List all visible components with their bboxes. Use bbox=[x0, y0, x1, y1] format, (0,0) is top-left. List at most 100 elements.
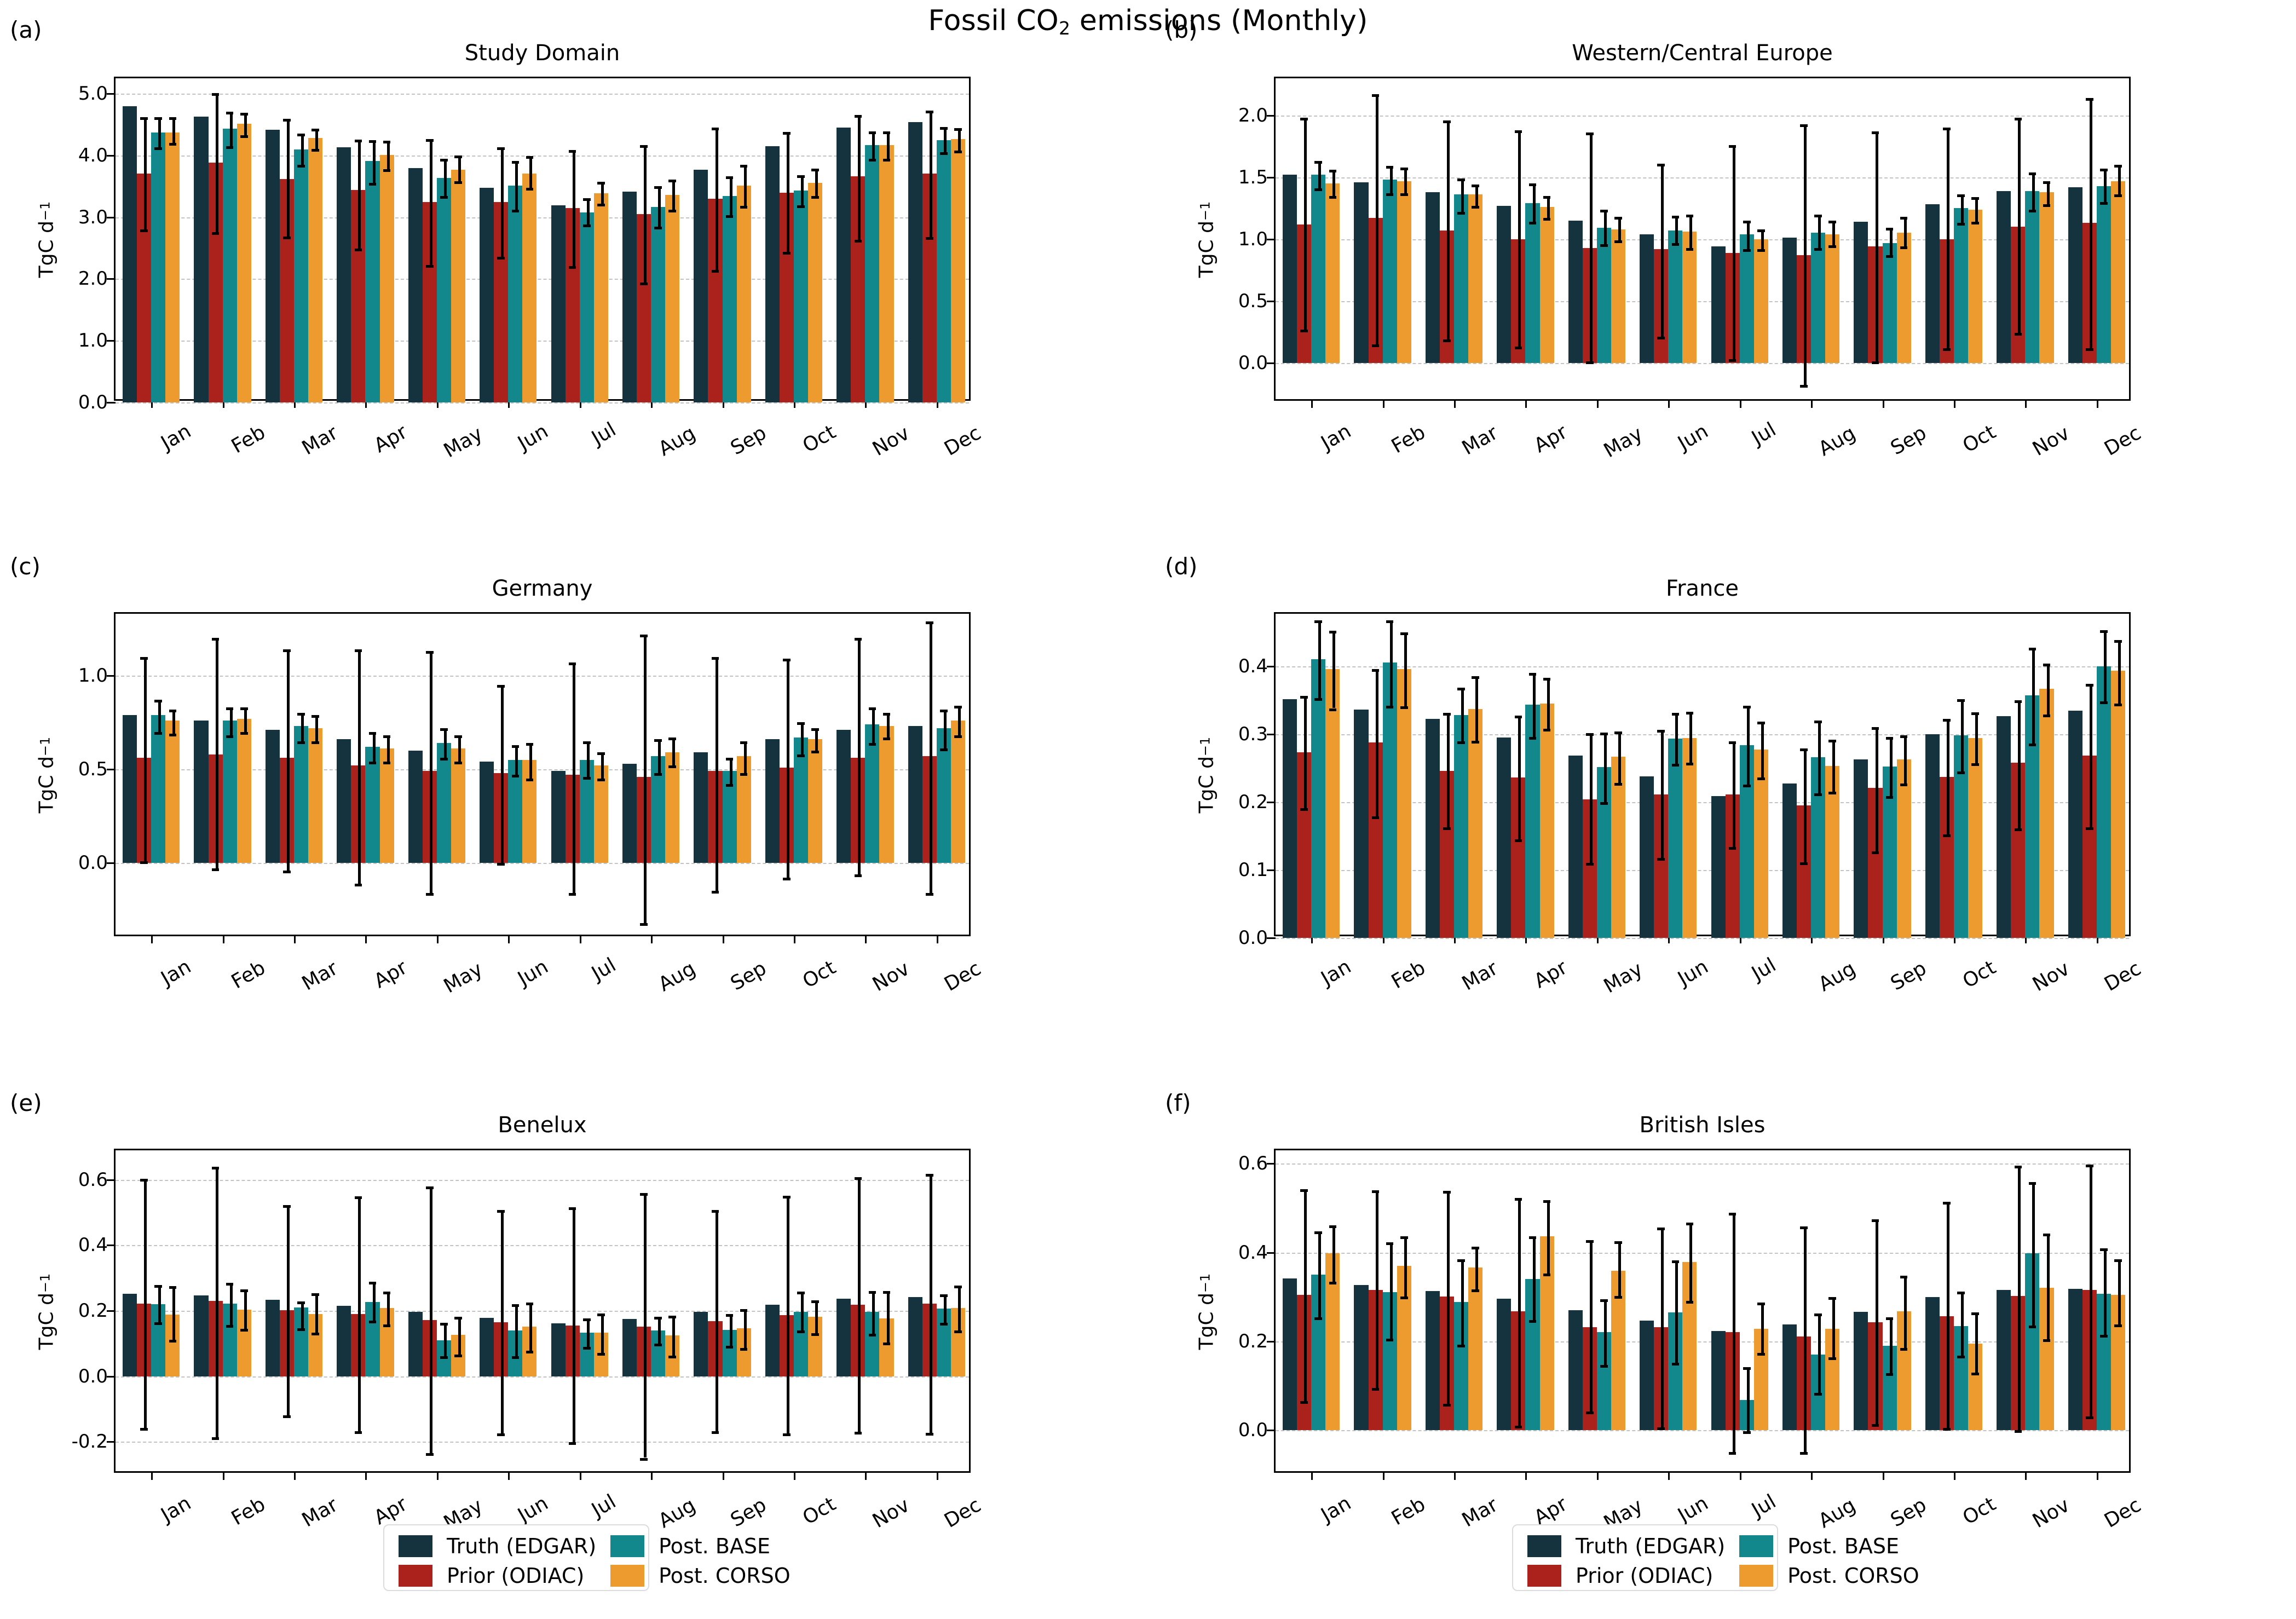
error-cap-top bbox=[725, 176, 734, 180]
bar-corso bbox=[1397, 669, 1411, 938]
error-cap-bottom bbox=[226, 735, 234, 739]
bar-prior bbox=[851, 176, 866, 402]
error-cap-bottom bbox=[426, 1453, 434, 1456]
error-cap-bottom bbox=[882, 1343, 891, 1345]
error-cap-top bbox=[1814, 1313, 1822, 1316]
error-cap-bottom bbox=[740, 206, 748, 209]
legend-label: Truth (EDGAR) bbox=[1576, 1534, 1726, 1558]
x-axis-tick bbox=[151, 935, 153, 943]
error-cap-bottom bbox=[1871, 851, 1879, 855]
error-cap-top bbox=[582, 198, 591, 201]
y-axis-title-text: TgC d bbox=[35, 221, 58, 278]
y-axis-title-text: TgC d bbox=[1195, 1293, 1218, 1350]
error-cap-bottom bbox=[1828, 792, 1837, 795]
bar-truth bbox=[265, 730, 280, 863]
error-cap-top bbox=[454, 155, 462, 158]
error-cap-top bbox=[711, 128, 719, 131]
error-bar-corso bbox=[1547, 1200, 1550, 1274]
error-cap-bottom bbox=[240, 731, 248, 735]
error-bar-prior bbox=[144, 1179, 147, 1428]
legend-right: Truth (EDGAR) Post. BASE Prior (ODIAC) Post… bbox=[1512, 1524, 1919, 1591]
x-axis-tick bbox=[508, 399, 510, 408]
x-axis-tick-label: Dec bbox=[2100, 957, 2145, 996]
y-axis-title: TgC d−1 bbox=[1196, 704, 1218, 846]
bar-corso bbox=[522, 173, 537, 402]
bar-prior bbox=[1654, 1327, 1669, 1430]
y-axis-tick-label: 0.2 bbox=[1238, 791, 1268, 813]
error-cap-bottom bbox=[1528, 1320, 1537, 1323]
error-cap-bottom bbox=[1885, 796, 1894, 799]
error-cap-top bbox=[1800, 124, 1808, 127]
error-cap-bottom bbox=[854, 1432, 862, 1435]
bar-base bbox=[365, 746, 380, 863]
x-axis-tick-label: Sep bbox=[1887, 1493, 1930, 1532]
error-bar-base bbox=[1461, 688, 1464, 742]
error-bar-prior bbox=[1304, 118, 1307, 330]
error-bar-corso bbox=[2046, 181, 2050, 205]
error-cap-bottom bbox=[1814, 793, 1822, 796]
error-bar-corso bbox=[529, 743, 533, 779]
x-axis-tick-label: Dec bbox=[940, 422, 985, 460]
error-bar-prior bbox=[929, 1174, 932, 1433]
error-cap-bottom bbox=[2014, 333, 2022, 336]
error-cap-top bbox=[1957, 1291, 1965, 1294]
x-axis-tick bbox=[222, 399, 224, 408]
x-axis-tick bbox=[1882, 399, 1884, 408]
error-cap-top bbox=[1885, 736, 1894, 740]
error-cap-bottom bbox=[854, 240, 862, 243]
bar-base bbox=[1668, 1312, 1683, 1430]
error-cap-bottom bbox=[1586, 863, 1594, 866]
y-axis-title-text: TgC d bbox=[35, 1293, 58, 1350]
error-cap-top bbox=[1657, 163, 1665, 166]
error-bar-prior bbox=[1518, 130, 1521, 347]
x-axis-tick bbox=[722, 935, 724, 943]
bar-corso bbox=[1682, 738, 1697, 938]
error-cap-top bbox=[1728, 145, 1737, 148]
legend-label: Post. CORSO bbox=[659, 1564, 791, 1588]
bar-base bbox=[1739, 745, 1754, 938]
y-axis-tick bbox=[1267, 1429, 1276, 1431]
error-cap-bottom bbox=[1871, 361, 1879, 365]
bar-corso bbox=[593, 765, 608, 863]
error-cap-bottom bbox=[783, 878, 791, 881]
error-cap-bottom bbox=[568, 1442, 576, 1445]
y-axis-tick bbox=[107, 340, 116, 342]
error-cap-bottom bbox=[2043, 1339, 2051, 1342]
x-axis-tick-label: Nov bbox=[869, 1494, 914, 1533]
error-bar-base bbox=[158, 117, 161, 148]
error-bar-prior bbox=[644, 634, 647, 923]
error-cap-top bbox=[925, 1174, 933, 1177]
error-cap-top bbox=[925, 621, 933, 624]
error-cap-top bbox=[497, 147, 505, 151]
panel-title-d: France bbox=[1665, 576, 1739, 601]
bar-truth bbox=[1425, 192, 1440, 363]
error-cap-top bbox=[297, 713, 305, 716]
error-cap-bottom bbox=[1543, 218, 1551, 221]
bar-base bbox=[1311, 175, 1326, 363]
gridline bbox=[116, 155, 969, 157]
error-cap-top bbox=[1314, 620, 1323, 624]
bar-base bbox=[1525, 705, 1540, 938]
error-cap-bottom bbox=[1743, 1431, 1751, 1434]
axes-a: 0.0 1.0 2.0 3.0 4.0 5.0 TgC d−1 Jan Feb Mar Apr May… bbox=[36, 77, 985, 462]
bar-corso bbox=[1825, 234, 1840, 363]
legend-label: Prior (ODIAC) bbox=[1576, 1564, 1714, 1588]
error-cap-bottom bbox=[1686, 762, 1694, 765]
error-cap-top bbox=[1371, 669, 1380, 672]
error-bar-base bbox=[443, 158, 447, 197]
x-axis-tick bbox=[1311, 399, 1313, 408]
error-cap-top bbox=[426, 1186, 434, 1189]
error-cap-bottom bbox=[497, 256, 505, 260]
error-bar-corso bbox=[386, 735, 390, 762]
error-cap-bottom bbox=[1971, 222, 1979, 225]
error-bar-prior bbox=[358, 1196, 361, 1432]
bar-truth bbox=[1640, 776, 1654, 938]
error-cap-bottom bbox=[1828, 245, 1837, 249]
bar-truth bbox=[2068, 187, 2082, 363]
gridline bbox=[116, 279, 969, 280]
error-cap-bottom bbox=[454, 762, 462, 765]
error-cap-bottom bbox=[1314, 698, 1323, 701]
error-cap-bottom bbox=[140, 861, 148, 864]
error-cap-top bbox=[783, 1196, 791, 1199]
error-bar-corso bbox=[1761, 1303, 1764, 1353]
